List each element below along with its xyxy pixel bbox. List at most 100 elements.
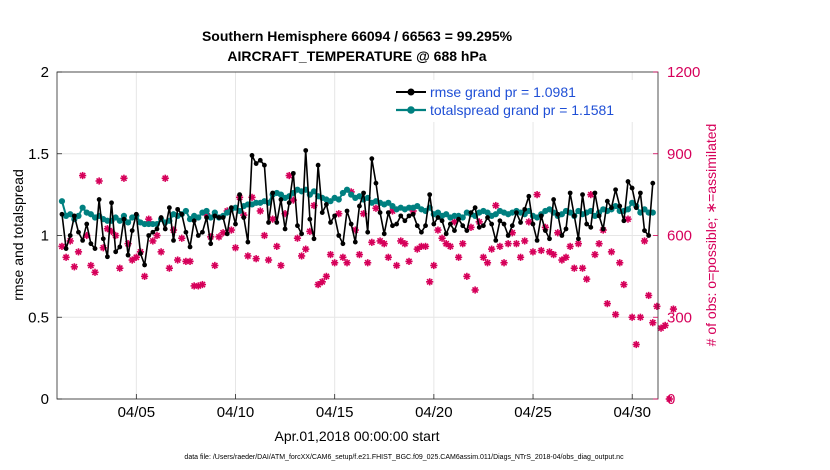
spread-point — [58, 198, 66, 205]
obs-point — [640, 237, 649, 245]
rmse-point — [241, 215, 247, 220]
rmse-point — [212, 213, 218, 219]
spread-point — [75, 212, 82, 219]
rmse-point — [530, 221, 536, 227]
obs-point — [603, 300, 611, 308]
rmse-point — [410, 211, 416, 217]
rmse-point — [584, 221, 590, 227]
rmse-point — [538, 213, 544, 219]
obs-point — [355, 250, 364, 259]
obs-point — [285, 171, 293, 180]
obs-point — [421, 242, 430, 250]
obs-point — [174, 256, 182, 264]
obs-point — [653, 302, 661, 310]
rmse-point — [642, 228, 647, 233]
obs-point — [277, 261, 285, 270]
obs-point — [331, 259, 339, 267]
rmse-point — [373, 180, 379, 186]
obs-point — [591, 250, 599, 259]
obs-point — [566, 242, 574, 250]
obs-point — [153, 231, 161, 240]
obs-point — [293, 234, 302, 242]
rmse-point — [187, 244, 193, 250]
x-tick-label: 04/20 — [415, 404, 453, 421]
obs-point — [161, 174, 169, 182]
spread-point — [484, 209, 491, 216]
rmse-point — [133, 211, 139, 217]
obs-point — [537, 246, 545, 255]
obs-point — [95, 177, 103, 185]
rmse-point — [385, 210, 391, 216]
rmse-point — [390, 223, 395, 229]
x-axis-label: Apr.01,2018 00:00:00 start — [274, 428, 439, 444]
obs-point — [512, 240, 521, 248]
obs-point — [339, 253, 347, 261]
right-tick-label: 600 — [667, 228, 692, 245]
obs-point — [401, 240, 409, 248]
spread-point — [112, 214, 119, 221]
obs-point — [550, 250, 558, 259]
rmse-point — [609, 205, 614, 211]
obs-point — [297, 252, 306, 260]
obs-point — [169, 226, 178, 234]
rmse-point — [522, 206, 528, 212]
rmse-point — [563, 226, 569, 232]
spread-point — [87, 211, 94, 218]
obs-point — [583, 275, 591, 283]
obs-point — [393, 261, 401, 270]
rmse-point — [224, 231, 230, 237]
rmse-point — [154, 226, 160, 232]
spread-point — [414, 202, 421, 210]
obs-point — [318, 278, 326, 286]
legend-rmse-label: rmse grand pr = 1.0981 — [430, 84, 576, 100]
rmse-point — [588, 224, 594, 230]
rmse-point — [497, 218, 503, 224]
obs-point — [471, 286, 479, 294]
rmse-point — [142, 262, 147, 268]
rmse-point — [59, 211, 65, 217]
obs-point — [426, 278, 434, 286]
spread-point — [310, 188, 318, 195]
obs-point — [322, 272, 330, 280]
rmse-point — [208, 241, 214, 247]
obs-point — [578, 264, 587, 272]
obs-point — [74, 248, 83, 256]
obs-point — [273, 242, 281, 250]
rmse-point — [596, 213, 602, 219]
spread-point — [385, 199, 392, 206]
left-tick-label: 1 — [41, 228, 49, 245]
obs-point — [252, 255, 260, 263]
rmse-point — [340, 241, 346, 247]
rmse-point — [551, 197, 557, 202]
rmse-point — [518, 220, 523, 225]
rmse-point — [63, 246, 69, 251]
x-tick-label: 04/10 — [217, 404, 255, 421]
obs-point — [91, 268, 99, 276]
spread-point — [459, 214, 466, 221]
rmse-point — [88, 241, 94, 247]
right-axis-label: # of obs: o=possible; ∗=assimilated — [703, 124, 719, 347]
rmse-point — [278, 197, 284, 202]
obs-point — [165, 264, 173, 272]
right-tick-label: 0 — [667, 391, 675, 408]
spread-point — [186, 216, 194, 223]
rmse-point — [299, 231, 304, 237]
rmse-point — [431, 221, 437, 227]
spread-point — [348, 191, 355, 198]
legend-spread-marker — [407, 106, 415, 114]
rmse-point — [348, 221, 354, 227]
obs-point — [649, 319, 657, 327]
rmse-point — [175, 206, 181, 212]
obs-point — [244, 252, 252, 260]
obs-point — [446, 242, 454, 250]
obs-point — [231, 244, 240, 252]
rmse-point — [92, 246, 98, 251]
left-tick-label: 1.5 — [28, 146, 49, 163]
obs-point — [79, 171, 87, 180]
rmse-point — [567, 190, 573, 196]
chart-title-line1: Southern Hemisphere 66094 / 66563 = 99.2… — [202, 28, 513, 44]
rmse-point — [216, 215, 222, 220]
legend-box — [392, 80, 648, 122]
obs-point — [616, 259, 624, 267]
spread-point — [277, 191, 285, 198]
